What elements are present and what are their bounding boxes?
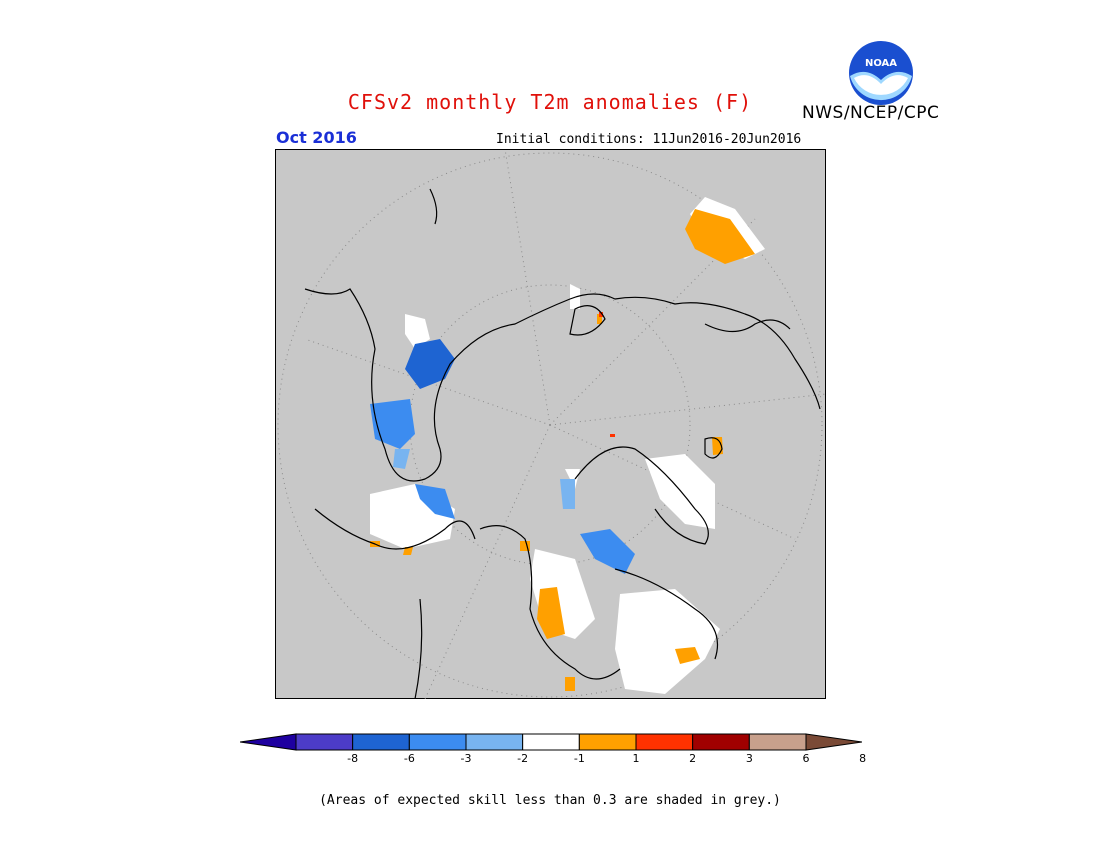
below-normal-regions [370, 339, 635, 574]
colorbar-tick-label: -1 [573, 752, 585, 765]
noaa-logo: NOAA [849, 41, 913, 105]
colorbar-tick-label: -8 [347, 752, 359, 765]
colorbar-tick-label: -3 [460, 752, 472, 765]
colorbar-cell [465, 733, 524, 751]
colorbar-tick-label: 6 [802, 752, 810, 765]
svg-text:NOAA: NOAA [865, 58, 897, 69]
colorbar-cell [692, 733, 750, 751]
colorbar-arrow-high [805, 733, 862, 751]
colorbar-cell [522, 733, 580, 751]
initial-conditions: Initial conditions: 11Jun2016-20Jun2016 [496, 132, 802, 147]
colorbar-cell [748, 733, 807, 751]
polar-anomaly-map [275, 149, 826, 699]
coastlines [304, 188, 821, 699]
colorbar-cell [295, 733, 354, 751]
colorbar-tick-label: -6 [403, 752, 415, 765]
forecast-month: Oct 2016 [276, 128, 357, 147]
colorbar-arrow-low [240, 733, 297, 751]
colorbar-tick-label: 2 [689, 752, 697, 765]
strong-anomaly-spots [599, 312, 615, 437]
near-normal-regions [370, 197, 765, 694]
colorbar-cell [352, 733, 410, 751]
colorbar-tick-label: 1 [632, 752, 640, 765]
skill-footnote: (Areas of expected skill less than 0.3 a… [319, 793, 781, 808]
colorbar-tick-label: 3 [745, 752, 753, 765]
colorbar-tick-label: -2 [517, 752, 529, 765]
color-legend [240, 733, 862, 751]
map-title: CFSv2 monthly T2m anomalies (F) [347, 90, 753, 114]
colorbar-cell [635, 733, 694, 751]
colorbar-cell [578, 733, 637, 751]
colorbar-tick-label: 8 [859, 752, 867, 765]
colorbar-cell [408, 733, 467, 751]
agency-label: NWS/NCEP/CPC [802, 103, 940, 123]
